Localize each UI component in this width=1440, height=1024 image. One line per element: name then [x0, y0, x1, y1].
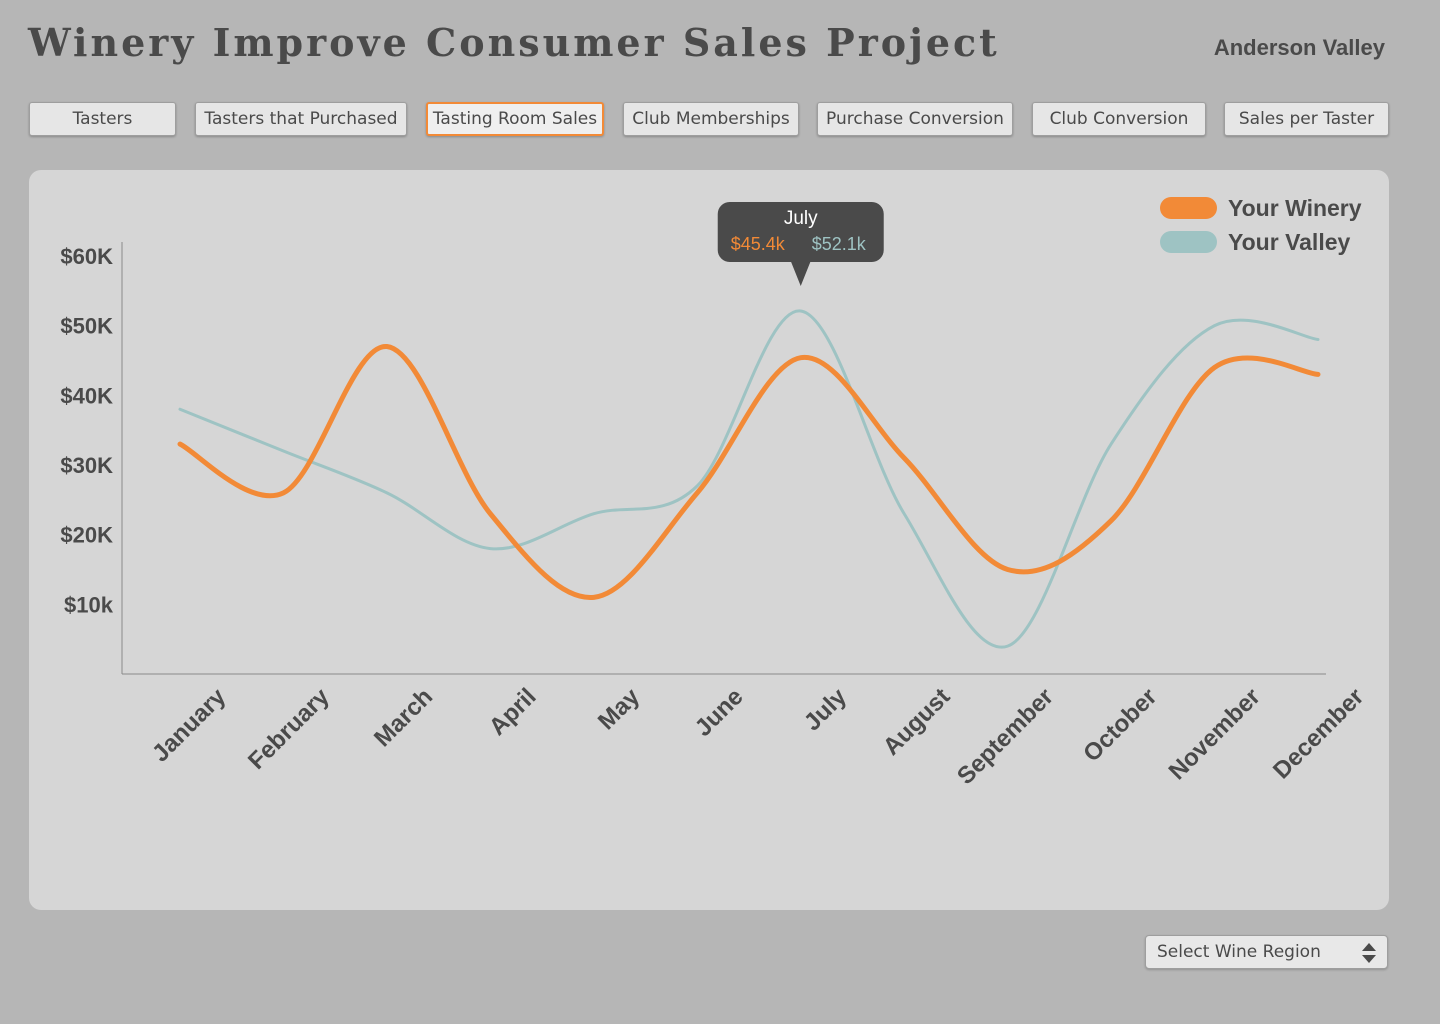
y-tick-label: $30K	[60, 453, 113, 478]
up-down-arrows-icon	[1362, 943, 1376, 963]
page-title: Winery Improve Consumer Sales Project	[28, 20, 1000, 65]
tab-club-conversion[interactable]: Club Conversion	[1032, 102, 1206, 136]
x-tick-label: June	[690, 683, 749, 742]
tooltip-winery-value: $45.4k	[731, 234, 786, 254]
y-tick-label: $10k	[64, 592, 114, 617]
y-tick-label: $60K	[60, 244, 113, 269]
tooltip-pointer	[790, 261, 811, 286]
metric-tabs: Tasters Tasters that Purchased Tasting R…	[0, 102, 1440, 138]
tab-tasters-that-purchased[interactable]: Tasters that Purchased	[195, 102, 407, 136]
tab-tasting-room-sales[interactable]: Tasting Room Sales	[426, 102, 604, 136]
legend-label: Your Valley	[1228, 229, 1351, 255]
your-winery-line	[177, 344, 1321, 600]
tab-purchase-conversion[interactable]: Purchase Conversion	[817, 102, 1013, 136]
x-tick-label: August	[878, 683, 956, 761]
x-tick-label: October	[1078, 683, 1162, 767]
tooltip-month: July	[784, 208, 818, 229]
tab-sales-per-taster[interactable]: Sales per Taster	[1224, 102, 1389, 136]
y-tick-label: $50K	[60, 314, 113, 339]
region-label: Anderson Valley	[1213, 35, 1385, 60]
wine-region-select-label: Select Wine Region	[1157, 942, 1321, 962]
legend-swatch	[1160, 231, 1217, 253]
x-tick-label: November	[1164, 683, 1266, 785]
x-tick-label: May	[593, 683, 646, 736]
y-tick-label: $20K	[60, 523, 113, 548]
tab-tasters[interactable]: Tasters	[29, 102, 176, 136]
wine-region-select[interactable]: Select Wine Region	[1145, 935, 1388, 969]
legend-label: Your Winery	[1228, 195, 1362, 221]
x-tick-label: July	[799, 683, 853, 737]
x-tick-label: February	[243, 683, 335, 775]
tooltip-valley-value: $52.1k	[812, 234, 867, 254]
legend-swatch	[1160, 197, 1217, 219]
x-tick-label: September	[952, 683, 1059, 790]
tab-club-memberships[interactable]: Club Memberships	[623, 102, 799, 136]
x-tick-label: March	[369, 683, 438, 752]
chart-panel: $60K $50K $40K $30K $20K $10k January February M…	[29, 170, 1389, 910]
x-tick-label: April	[484, 683, 542, 741]
x-tick-label: January	[147, 683, 232, 768]
sales-line-chart: $60K $50K $40K $30K $20K $10k January February M…	[60, 195, 1369, 790]
y-tick-label: $40K	[60, 383, 113, 408]
x-tick-label: December	[1268, 683, 1369, 784]
your-valley-line	[178, 309, 1320, 649]
tooltip-box	[717, 202, 884, 262]
